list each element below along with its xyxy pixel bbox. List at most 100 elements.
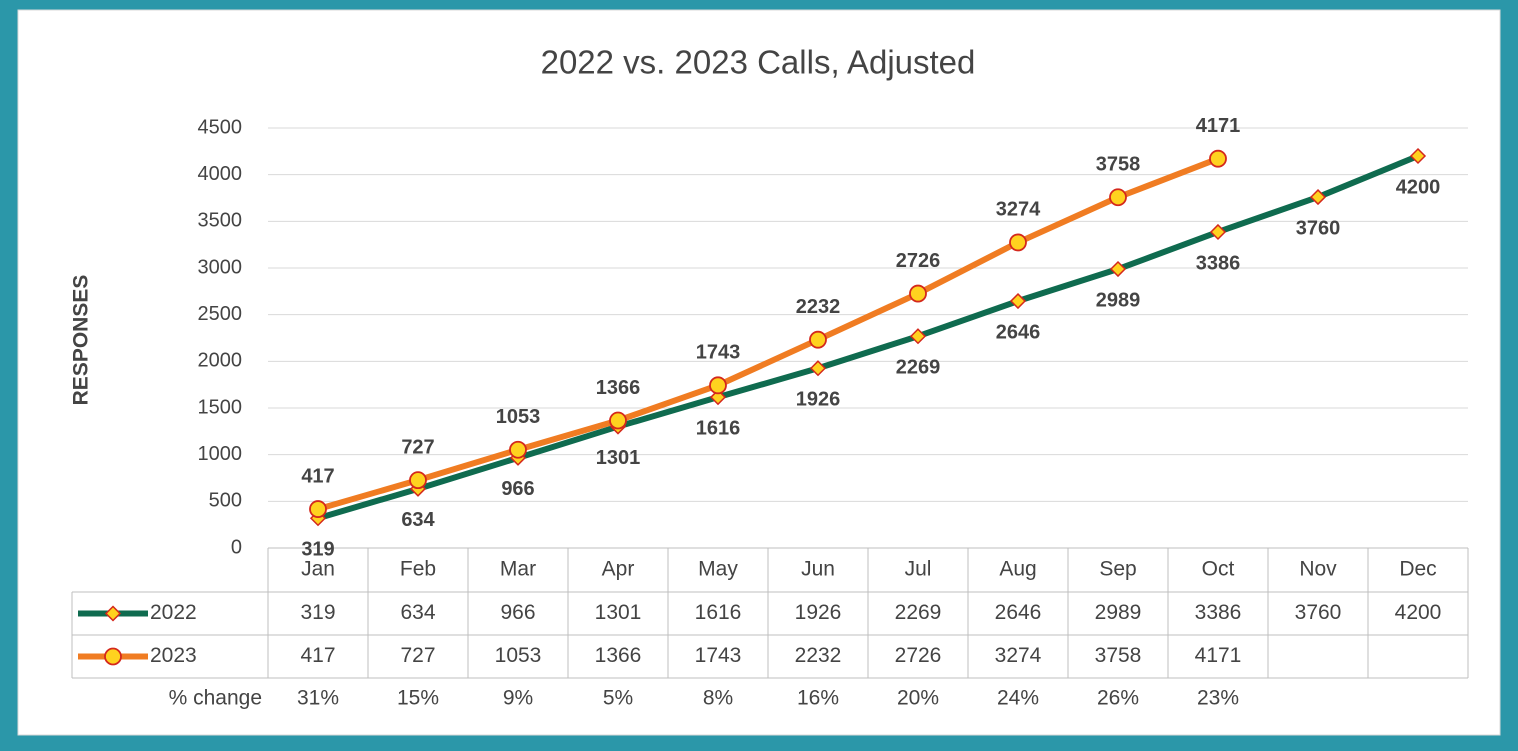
table-cell: 2646 bbox=[995, 601, 1042, 624]
table-cell: 16% bbox=[797, 687, 839, 710]
chart-title: 2022 vs. 2023 Calls, Adjusted bbox=[541, 44, 976, 81]
data-label: 1743 bbox=[696, 342, 741, 364]
table-cell: 23% bbox=[1197, 687, 1239, 710]
table-cell: 966 bbox=[500, 601, 535, 624]
y-tick-label: 3000 bbox=[198, 256, 243, 278]
y-tick-label: 2000 bbox=[198, 350, 243, 372]
data-label: 966 bbox=[501, 478, 534, 500]
table-cell: 2989 bbox=[1095, 601, 1142, 624]
y-tick-label: 500 bbox=[209, 490, 242, 512]
x-tick-label: Apr bbox=[602, 558, 635, 581]
y-tick-label: 4500 bbox=[198, 116, 243, 138]
data-label: 2232 bbox=[796, 296, 841, 318]
table-cell: 4171 bbox=[1195, 644, 1242, 667]
legend-label: 2022 bbox=[150, 601, 197, 624]
x-tick-label: Mar bbox=[500, 558, 536, 581]
y-tick-label: 0 bbox=[231, 536, 242, 558]
table-row-label: % change bbox=[169, 687, 262, 710]
table-cell: 8% bbox=[703, 687, 733, 710]
series-line bbox=[317, 155, 1220, 512]
series-marker bbox=[1109, 260, 1127, 278]
series-marker bbox=[809, 330, 827, 349]
x-tick-label: Jun bbox=[801, 558, 835, 581]
data-label: 4171 bbox=[1196, 115, 1241, 137]
data-label: 1053 bbox=[496, 406, 541, 428]
y-tick-label: 3500 bbox=[198, 210, 243, 232]
data-label: 2269 bbox=[896, 357, 941, 379]
y-tick-label: 1000 bbox=[198, 443, 243, 465]
x-tick-label: Sep bbox=[1099, 558, 1136, 581]
y-tick-label: 1500 bbox=[198, 396, 243, 418]
series-marker bbox=[1209, 149, 1227, 168]
data-label: 417 bbox=[301, 465, 334, 487]
series-marker bbox=[709, 389, 727, 406]
series-marker bbox=[1009, 233, 1027, 252]
y-tick-label: 4000 bbox=[198, 163, 243, 185]
data-label: 3274 bbox=[996, 199, 1041, 221]
x-tick-label: Nov bbox=[1299, 558, 1337, 581]
table-cell: 1743 bbox=[695, 644, 742, 667]
x-tick-label: Jul bbox=[905, 558, 932, 581]
table-cell: 31% bbox=[297, 687, 339, 710]
series-marker bbox=[1209, 223, 1227, 241]
series-marker bbox=[509, 440, 527, 459]
table-cell: 1926 bbox=[795, 601, 842, 624]
data-label: 1366 bbox=[596, 377, 641, 399]
data-label: 319 bbox=[301, 539, 334, 561]
x-tick-label: May bbox=[698, 558, 738, 581]
data-label: 3758 bbox=[1096, 154, 1141, 176]
series-marker bbox=[909, 328, 927, 345]
series-marker bbox=[609, 411, 627, 430]
table-cell: 3758 bbox=[1095, 644, 1142, 667]
series-line bbox=[317, 153, 1420, 522]
data-label: 1301 bbox=[596, 447, 641, 469]
table-cell: 1366 bbox=[595, 644, 642, 667]
data-label: 4200 bbox=[1396, 176, 1441, 198]
table-cell: 20% bbox=[897, 687, 939, 710]
data-label: 1616 bbox=[696, 417, 741, 439]
data-label: 634 bbox=[401, 509, 435, 531]
table-cell: 2269 bbox=[895, 601, 942, 624]
series-marker bbox=[1109, 188, 1127, 207]
y-axis-label: RESPONSES bbox=[70, 275, 93, 406]
table-cell: 319 bbox=[300, 601, 335, 624]
table-cell: 634 bbox=[400, 601, 435, 624]
data-label: 2989 bbox=[1096, 289, 1141, 311]
table-cell: 5% bbox=[603, 687, 633, 710]
series-marker bbox=[409, 471, 427, 490]
table-cell: 1616 bbox=[695, 601, 742, 624]
table-cell: 727 bbox=[400, 644, 435, 667]
x-tick-label: Oct bbox=[1202, 558, 1235, 581]
legend-key-marker bbox=[104, 605, 122, 622]
x-tick-label: Dec bbox=[1399, 558, 1436, 581]
data-label: 3760 bbox=[1296, 217, 1341, 239]
series-marker bbox=[1409, 147, 1427, 165]
data-label: 1926 bbox=[796, 389, 841, 411]
legend-key-marker bbox=[104, 647, 122, 666]
table-cell: 3274 bbox=[995, 644, 1042, 667]
y-tick-label: 2500 bbox=[198, 303, 243, 325]
data-label: 727 bbox=[401, 436, 434, 458]
legend-label: 2023 bbox=[150, 644, 197, 667]
data-label: 2646 bbox=[996, 321, 1041, 343]
table-cell: 3760 bbox=[1295, 601, 1342, 624]
table-cell: 417 bbox=[300, 644, 335, 667]
series-marker bbox=[309, 500, 327, 518]
series-marker bbox=[1309, 189, 1327, 206]
table-cell: 1053 bbox=[495, 644, 542, 667]
data-label: 2726 bbox=[896, 250, 941, 272]
x-tick-label: Jan bbox=[301, 558, 335, 581]
table-cell: 4200 bbox=[1395, 601, 1442, 624]
table-cell: 2726 bbox=[895, 644, 942, 667]
table-cell: 24% bbox=[997, 687, 1039, 710]
chart-card bbox=[17, 9, 1501, 736]
table-cell: 1301 bbox=[595, 601, 642, 624]
series-marker bbox=[809, 360, 827, 377]
series-marker bbox=[909, 284, 927, 303]
table-cell: 2232 bbox=[795, 644, 842, 667]
x-tick-label: Aug bbox=[999, 558, 1036, 581]
series-marker bbox=[709, 376, 727, 395]
series-marker bbox=[1009, 292, 1027, 310]
